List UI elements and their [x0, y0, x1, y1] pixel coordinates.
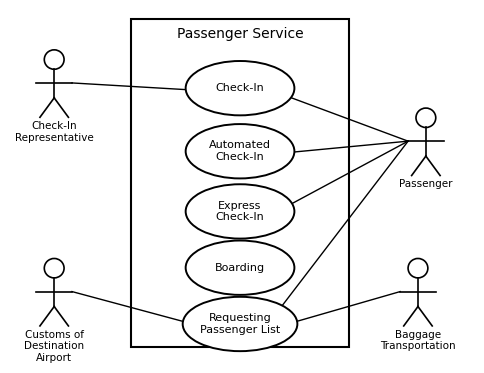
- Text: Automated
Check-In: Automated Check-In: [209, 141, 271, 162]
- Ellipse shape: [185, 124, 294, 178]
- Ellipse shape: [182, 297, 297, 351]
- Text: Passenger Service: Passenger Service: [176, 27, 302, 41]
- Text: Customs of
Destination
Airport: Customs of Destination Airport: [24, 330, 84, 363]
- Text: Requesting
Passenger List: Requesting Passenger List: [199, 313, 280, 335]
- Text: Boarding: Boarding: [214, 263, 265, 273]
- Text: Express
Check-In: Express Check-In: [215, 201, 264, 222]
- Ellipse shape: [185, 184, 294, 239]
- Text: Check-In: Check-In: [215, 83, 264, 93]
- Text: Baggage
Transportation: Baggage Transportation: [379, 330, 455, 351]
- Ellipse shape: [185, 241, 294, 295]
- Ellipse shape: [185, 61, 294, 115]
- Bar: [131, 19, 348, 347]
- Text: Passenger: Passenger: [398, 179, 452, 189]
- Text: Check-In
Representative: Check-In Representative: [15, 121, 93, 143]
